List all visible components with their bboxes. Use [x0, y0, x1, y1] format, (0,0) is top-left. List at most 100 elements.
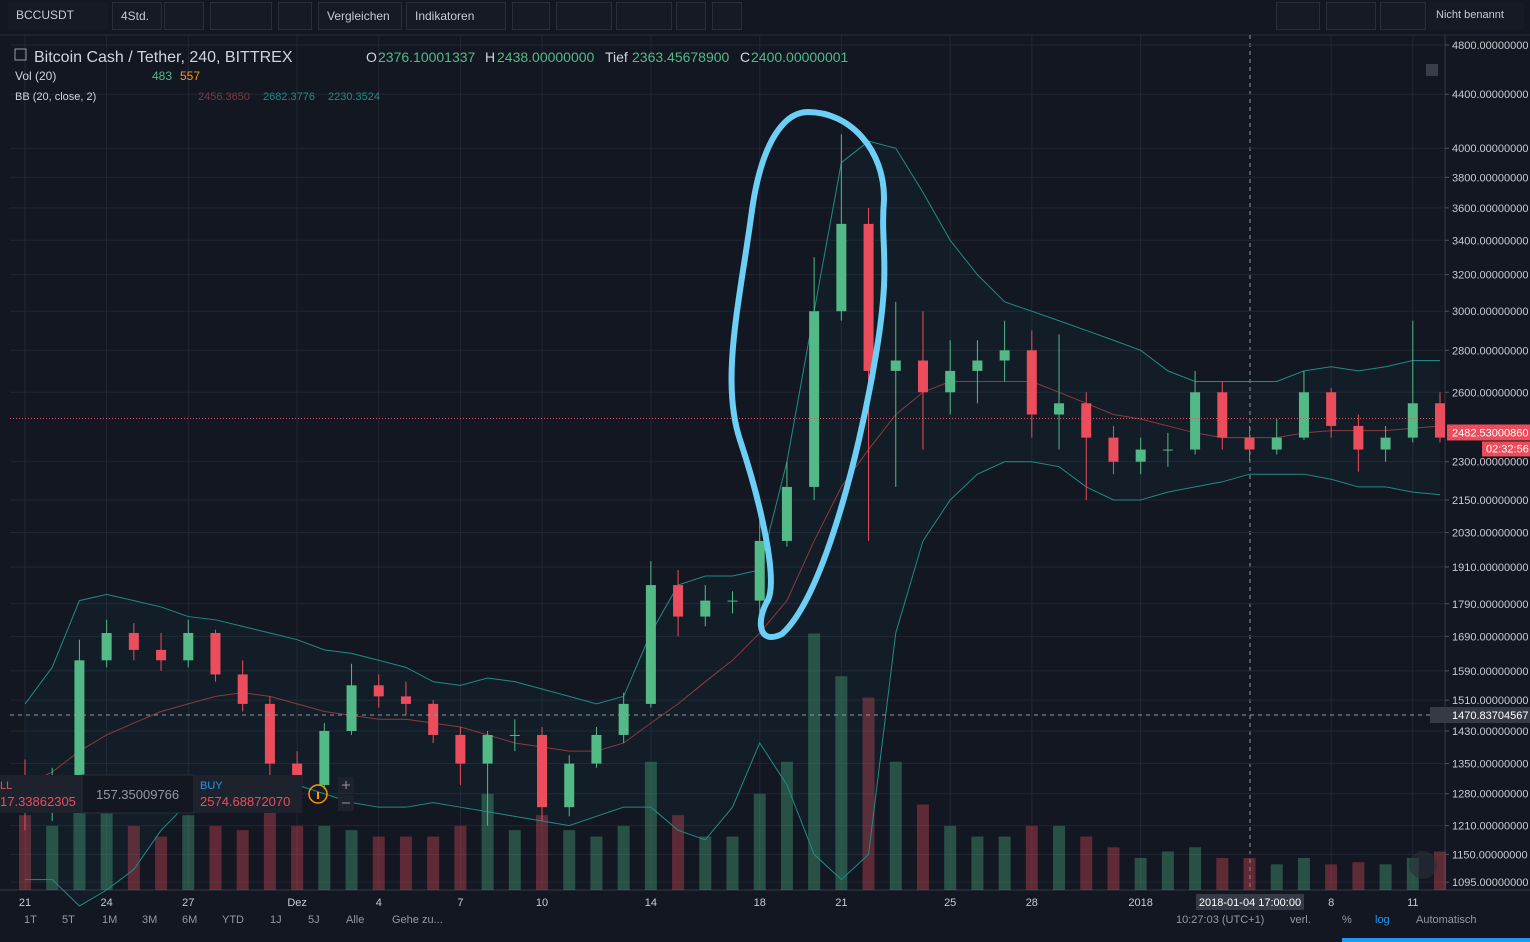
range-button[interactable]: 1J	[270, 914, 282, 926]
candle-body	[1026, 350, 1037, 415]
volume-bar	[182, 815, 195, 890]
x-tick-label: 11	[1407, 897, 1418, 909]
volume-bar	[508, 830, 521, 890]
range-button[interactable]: 1M	[102, 914, 118, 926]
volume-bar	[889, 761, 902, 890]
volume-bar	[19, 815, 31, 890]
chart-style-button[interactable]	[210, 2, 272, 30]
goto[interactable]: Gehe zu...	[392, 914, 443, 926]
replay-button[interactable]	[712, 2, 742, 30]
volume-bar	[263, 804, 276, 890]
x-tick-label: 24	[101, 897, 113, 909]
crosshair-price-label: 1470.83704567	[1452, 710, 1528, 722]
candle-body	[156, 649, 167, 661]
y-tick-label: 1510.00000000	[1452, 695, 1528, 707]
volume-bar	[536, 815, 549, 890]
candle-body	[428, 703, 439, 735]
candle-body	[591, 734, 602, 764]
save-button[interactable]	[1380, 2, 1426, 30]
volume-bar	[808, 633, 821, 890]
x-tick-label: 2018	[1128, 897, 1152, 909]
color-button[interactable]	[1276, 2, 1320, 30]
y-tick-label: 4000.00000000	[1452, 143, 1528, 155]
log-toggle[interactable]: log	[1375, 914, 1390, 926]
candle-body	[1217, 392, 1228, 438]
indicators: Indikatoren	[415, 9, 475, 23]
volume-bar	[644, 761, 657, 890]
auto-toggle[interactable]: Automatisch	[1416, 914, 1477, 926]
bb-basis-value: 2456.3650	[198, 91, 250, 103]
volume-title: Vol (20)	[15, 69, 56, 83]
collapse-icon[interactable]	[14, 48, 27, 61]
candle-body	[264, 703, 275, 764]
candle-body	[210, 632, 221, 675]
alert-button[interactable]	[512, 2, 550, 30]
range-button[interactable]: YTD	[222, 914, 244, 926]
indicators-button[interactable]: Indikatoren	[406, 2, 506, 30]
last-price-box	[1447, 424, 1530, 441]
volume-bar	[345, 830, 358, 890]
candle-body	[618, 703, 629, 735]
layout-button[interactable]: Nicht benannt	[1428, 2, 1524, 30]
candle-body	[400, 696, 411, 704]
candle-body	[1081, 403, 1092, 438]
y-tick-label: 2150.00000000	[1452, 495, 1528, 507]
interval-button[interactable]: 4Std.	[112, 2, 162, 30]
candle-body	[727, 600, 738, 602]
load-button[interactable]	[1326, 2, 1376, 30]
x-tick-label: 7	[457, 897, 463, 909]
volume-bar	[1107, 847, 1120, 890]
undo-redo[interactable]	[616, 2, 672, 30]
range-button[interactable]: Alle	[346, 914, 365, 926]
bb-line	[24, 380, 1441, 786]
buy-label: BUY	[200, 780, 223, 792]
candle-body	[482, 734, 493, 764]
candle-body	[890, 360, 901, 371]
volume	[19, 633, 1446, 890]
percent-toggle[interactable]: %	[1342, 914, 1352, 926]
symbol-box[interactable]: BCCUSDT	[8, 2, 108, 30]
interval: 4Std.	[121, 9, 150, 23]
candle-body	[183, 632, 194, 661]
countdown: 02:32:56	[1486, 443, 1529, 455]
volume-bar	[699, 836, 712, 890]
settings-mini[interactable]	[1426, 64, 1438, 76]
range-button[interactable]: 1T	[24, 914, 37, 926]
volume-bar	[1379, 864, 1392, 890]
y-tick-label: 2600.00000000	[1452, 387, 1528, 399]
y-tick-label: 1095.00000000	[1452, 877, 1528, 889]
info-icon-bar	[317, 792, 319, 799]
range-button[interactable]: 5T	[62, 914, 75, 926]
ideas-button[interactable]	[556, 2, 612, 30]
info-icon[interactable]	[308, 784, 328, 804]
y-tick-label: 3800.00000000	[1452, 172, 1528, 184]
candles	[20, 134, 1445, 831]
buy-button[interactable]	[194, 775, 302, 813]
spread-box	[81, 774, 195, 814]
candle-body	[74, 660, 85, 781]
interval-menu[interactable]	[164, 2, 204, 30]
range-button[interactable]: 3M	[142, 914, 158, 926]
volume-bar	[454, 825, 467, 890]
volume-bar	[236, 830, 249, 890]
bb-title: BB (20, close, 2)	[15, 91, 96, 103]
range-button[interactable]: 6M	[182, 914, 198, 926]
volume-bar	[1325, 864, 1338, 890]
x-tick-label: Dez	[287, 897, 307, 909]
volume-bar	[481, 793, 494, 890]
scroll-to-end[interactable]	[1409, 851, 1437, 879]
compare-button[interactable]: Vergleichen	[318, 2, 402, 30]
range-button[interactable]: 5J	[308, 914, 320, 926]
volume-bar	[1134, 857, 1147, 890]
sell-button[interactable]	[0, 775, 82, 813]
y-tick-label: 1430.00000000	[1452, 726, 1528, 738]
y-tick-label: 1590.00000000	[1452, 666, 1528, 678]
candle-body	[1298, 392, 1309, 438]
settings-button[interactable]	[278, 2, 312, 30]
fullscreen-button[interactable]	[676, 2, 706, 30]
y-tick-label: 3400.00000000	[1452, 235, 1528, 247]
adjust-toggle[interactable]: verl.	[1290, 914, 1311, 926]
candle-body	[754, 540, 765, 601]
volume-bar	[617, 825, 630, 890]
y-tick-label: 1210.00000000	[1452, 821, 1528, 833]
